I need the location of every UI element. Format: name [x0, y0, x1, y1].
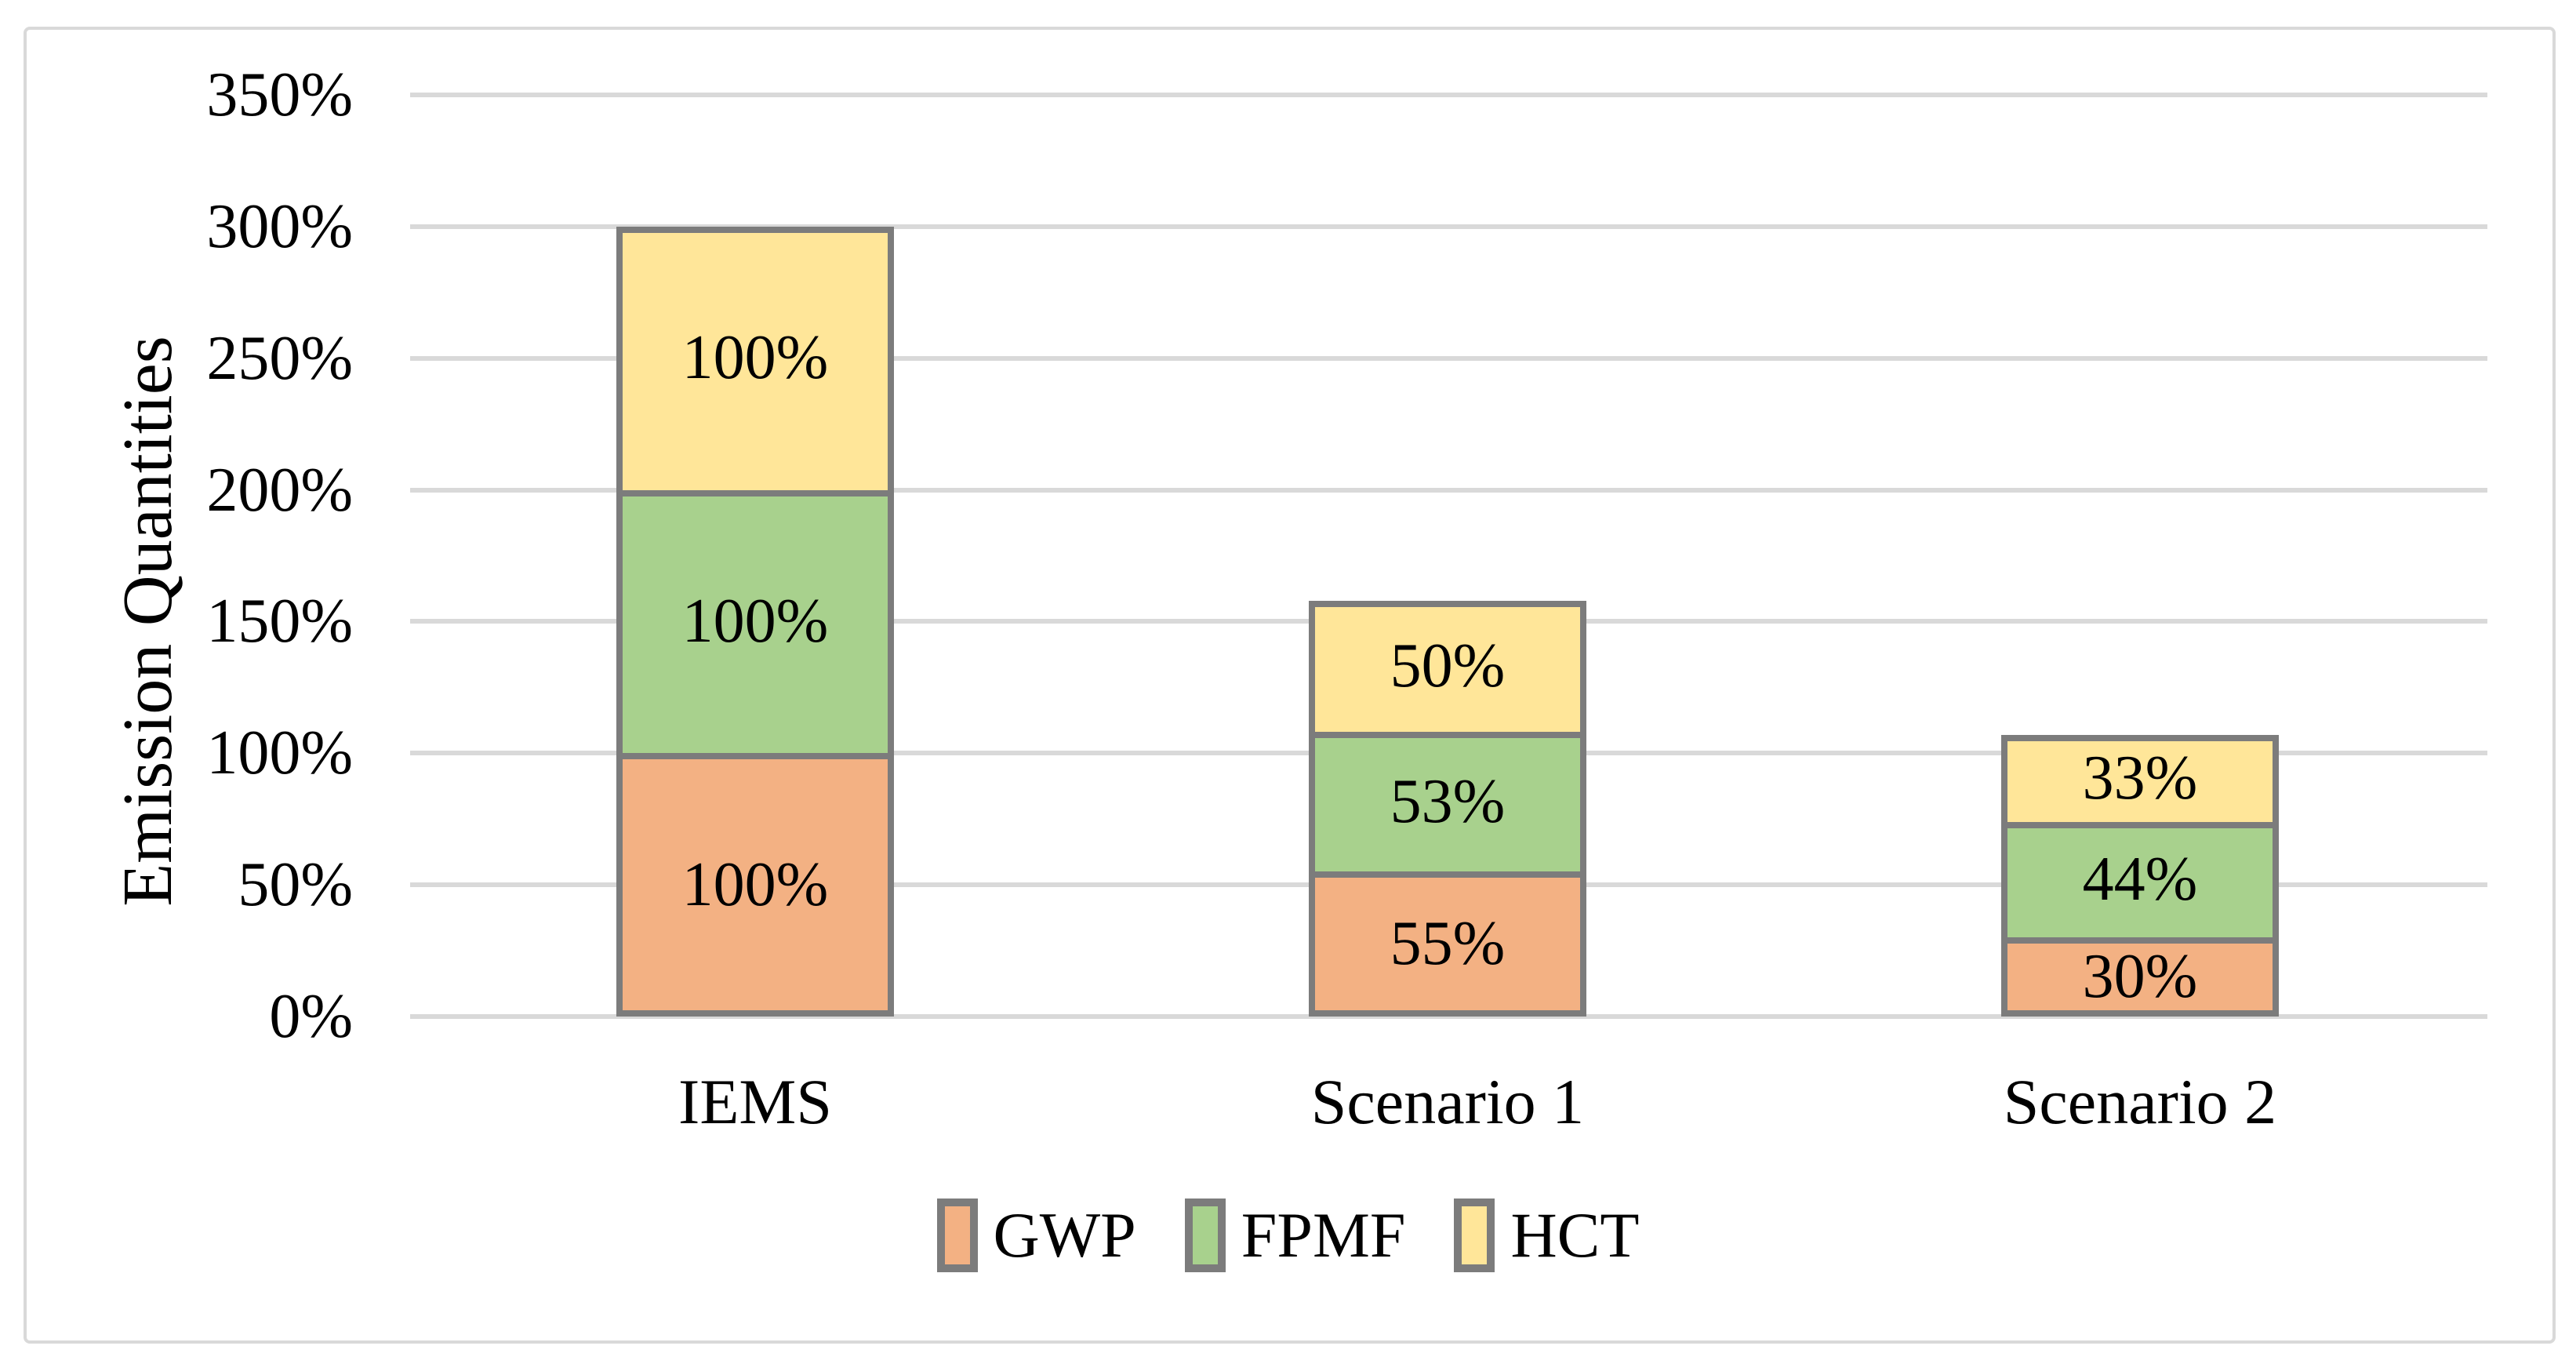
- bar-segment-gwp-1: [616, 753, 894, 1017]
- legend-label: FPMF: [1241, 1199, 1406, 1271]
- gridline: [410, 224, 2487, 229]
- bar-segment-fpmf-2: [1309, 732, 1586, 878]
- legend: GWP FPMF HCT: [0, 1198, 2576, 1273]
- bar-segment-gwp-3: [2001, 937, 2279, 1017]
- legend-item-fpmf: FPMF: [1184, 1198, 1406, 1273]
- legend-item-gwp: GWP: [936, 1198, 1136, 1273]
- gridline: [410, 487, 2487, 493]
- x-axis-category-label: Scenario 1: [1310, 1066, 1585, 1137]
- bar-segment-fpmf-1: [616, 489, 894, 760]
- legend-swatch-icon: [936, 1199, 978, 1272]
- y-axis-tick-label: 200%: [206, 455, 353, 525]
- y-axis-tick-label: 50%: [238, 850, 353, 920]
- bar-segment-hct-3: [2001, 734, 2279, 828]
- x-axis-category-label: Scenario 2: [2003, 1066, 2277, 1137]
- legend-label: GWP: [993, 1199, 1136, 1271]
- y-axis-tick-label: 0%: [269, 982, 353, 1051]
- legend-swatch-icon: [1454, 1199, 1495, 1272]
- legend-item-hct: HCT: [1454, 1198, 1639, 1273]
- gridline: [410, 355, 2487, 361]
- bar-segment-hct-2: [1309, 600, 1586, 739]
- gridline: [410, 93, 2487, 97]
- bar-segment-gwp-2: [1309, 871, 1586, 1017]
- gridline: [410, 1014, 2487, 1019]
- y-axis-tick-label: 350%: [206, 60, 353, 129]
- y-axis-tick-label: 250%: [206, 323, 353, 393]
- bar-segment-hct-1: [616, 226, 894, 496]
- y-axis-tick-label: 300%: [206, 191, 353, 261]
- legend-swatch-icon: [1184, 1199, 1226, 1272]
- legend-label: HCT: [1510, 1199, 1640, 1271]
- y-axis-tick-label: 100%: [206, 718, 353, 788]
- y-axis-tick-label: 150%: [206, 587, 353, 657]
- bar-segment-fpmf-3: [2001, 821, 2279, 944]
- figure-border: [24, 27, 2556, 1344]
- x-axis-category-label: IEMS: [678, 1066, 832, 1137]
